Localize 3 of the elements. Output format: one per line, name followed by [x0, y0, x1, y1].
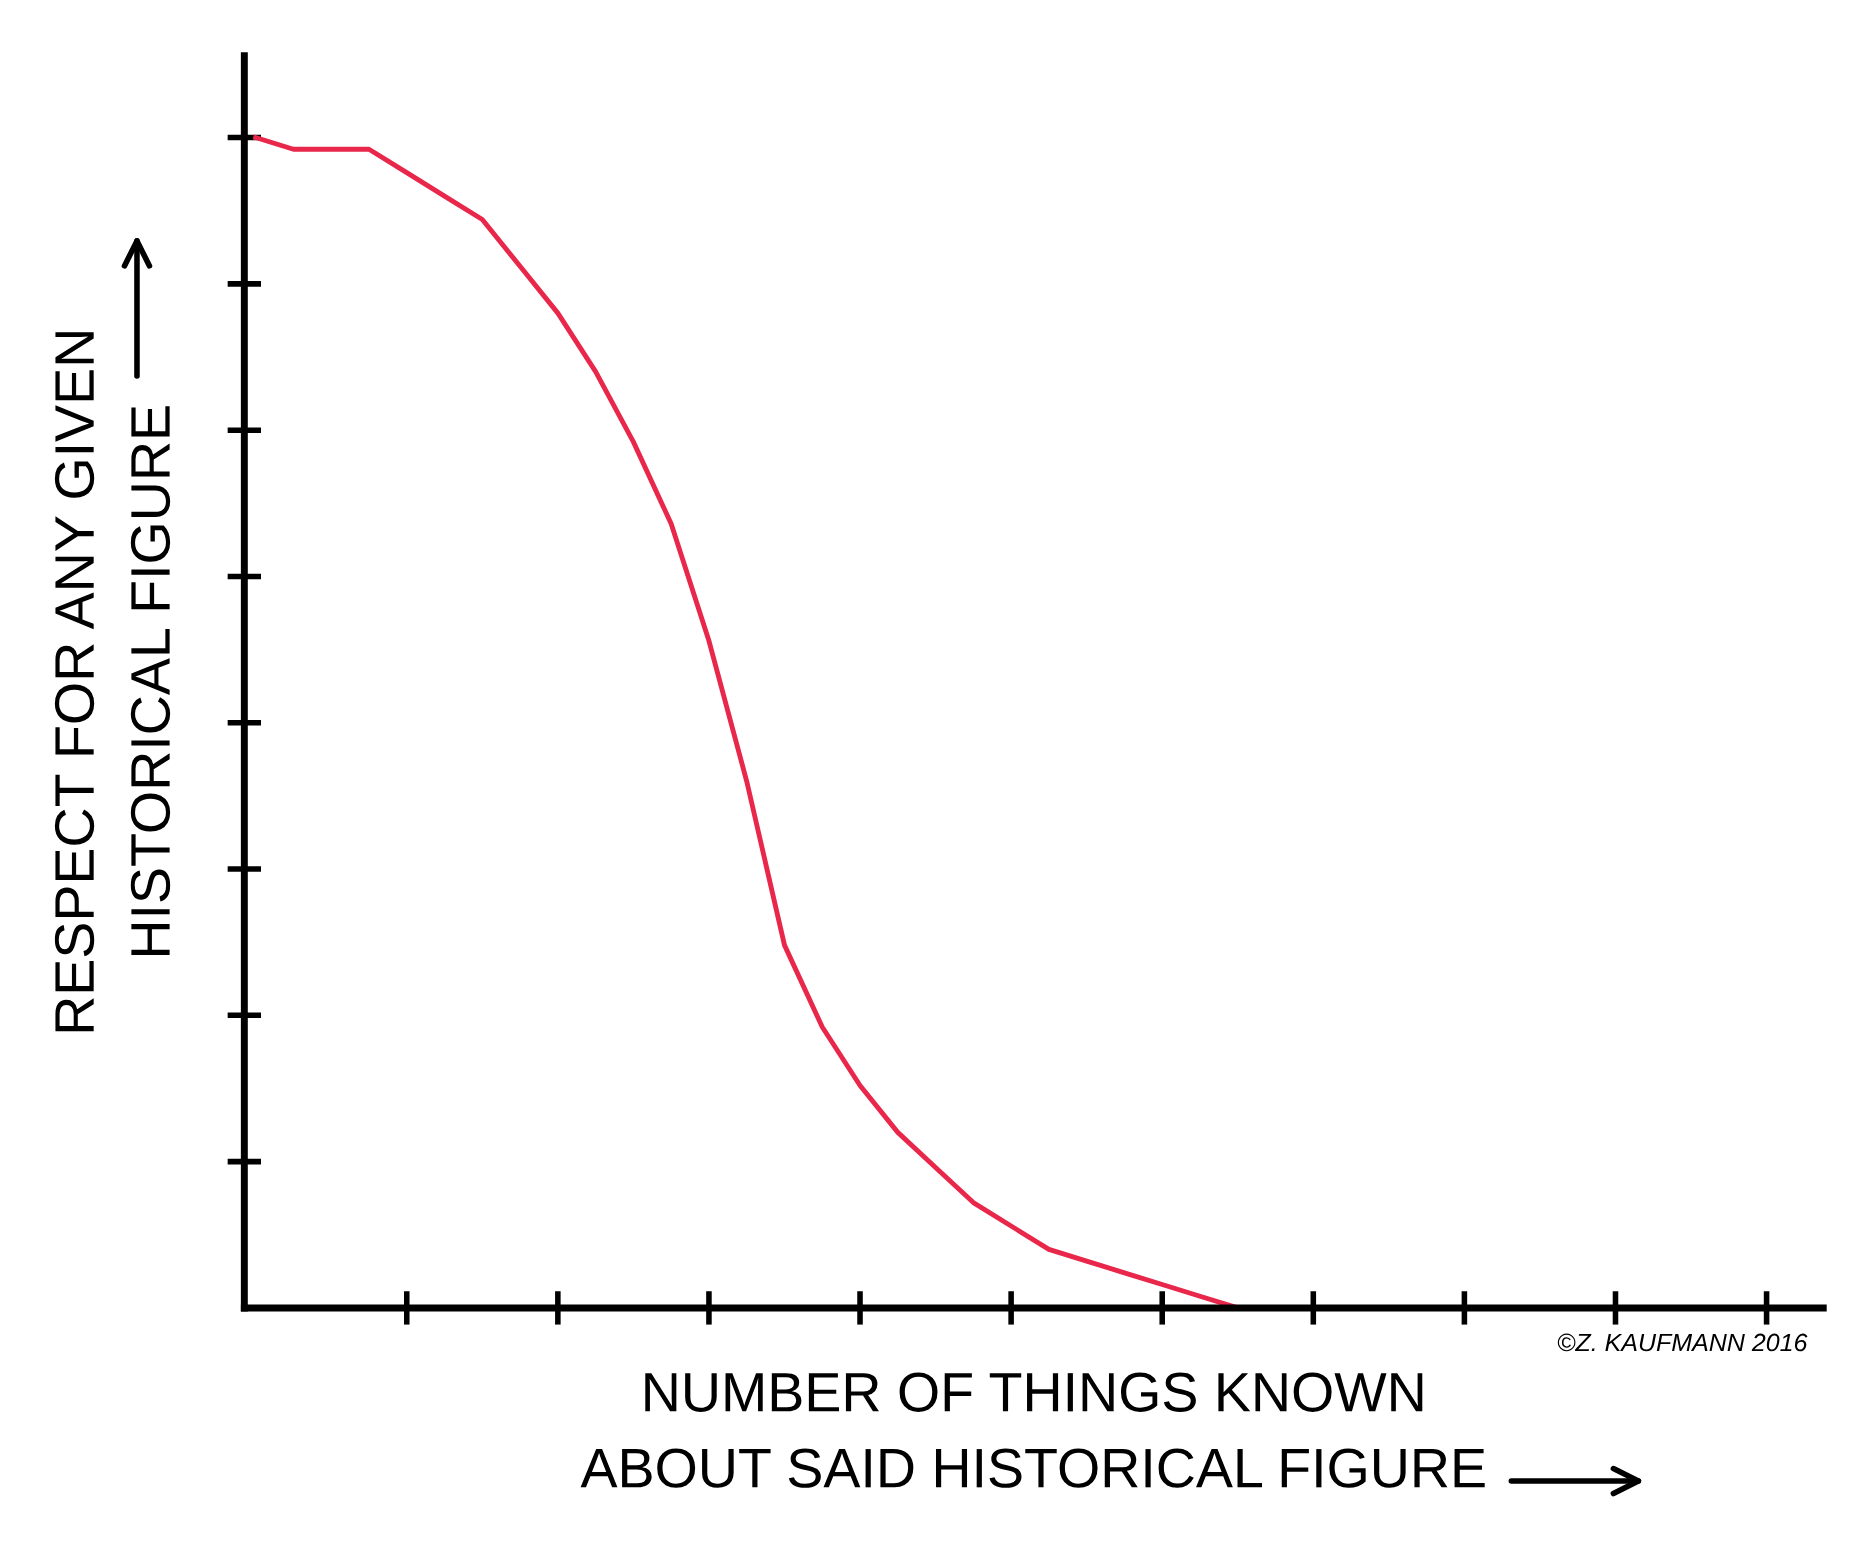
x-axis-title: NUMBER OF THINGS KNOWN ABOUT SAID HISTORICAL FIGURE — [580, 1372, 1485, 1488]
text: ©Z. KAUFMANN 2016 — [1557, 1333, 1808, 1352]
y-axis-title: RESPECT FOR ANY GIVEN HISTORICAL FIGURE — [54, 332, 171, 1032]
